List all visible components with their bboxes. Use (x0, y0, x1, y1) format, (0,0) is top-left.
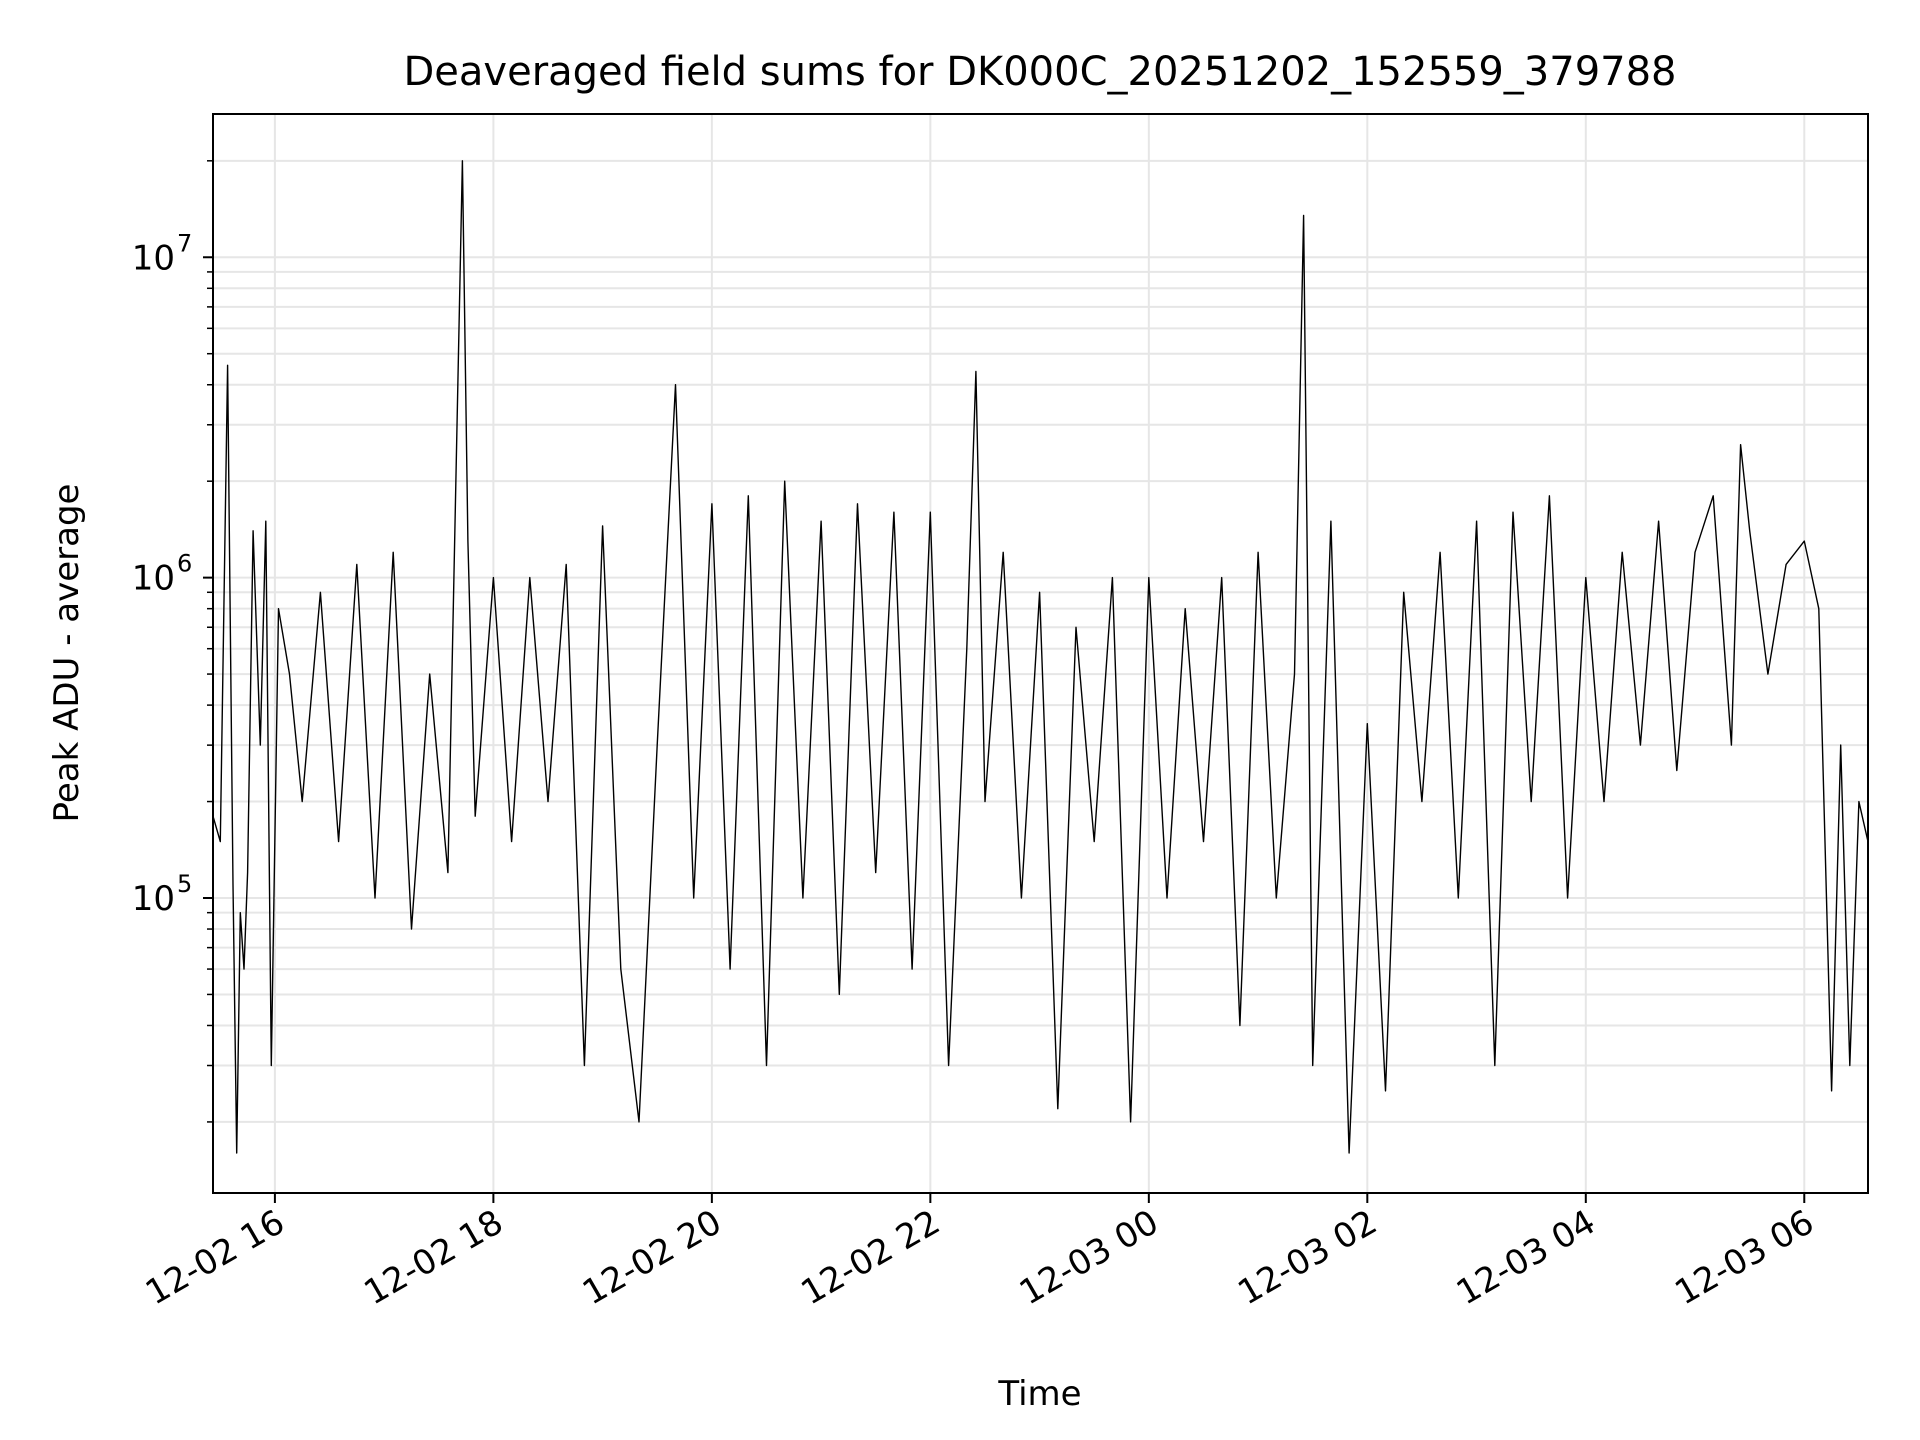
y-tick-exponent: 7 (177, 229, 192, 257)
chart-title: Deaveraged field sums for DK000C_2025120… (403, 49, 1676, 95)
x-axis-label: Time (997, 1374, 1081, 1414)
series-line (212, 160, 1869, 1154)
y-tick-label: 10 (132, 238, 175, 278)
y-axis-label: Peak ADU - average (47, 484, 87, 823)
y-tick-label: 10 (132, 559, 175, 599)
y-tick-exponent: 6 (177, 550, 192, 578)
y-tick-exponent: 5 (177, 870, 192, 898)
y-tick-label: 10 (132, 879, 175, 919)
plot-frame (212, 113, 1869, 1194)
